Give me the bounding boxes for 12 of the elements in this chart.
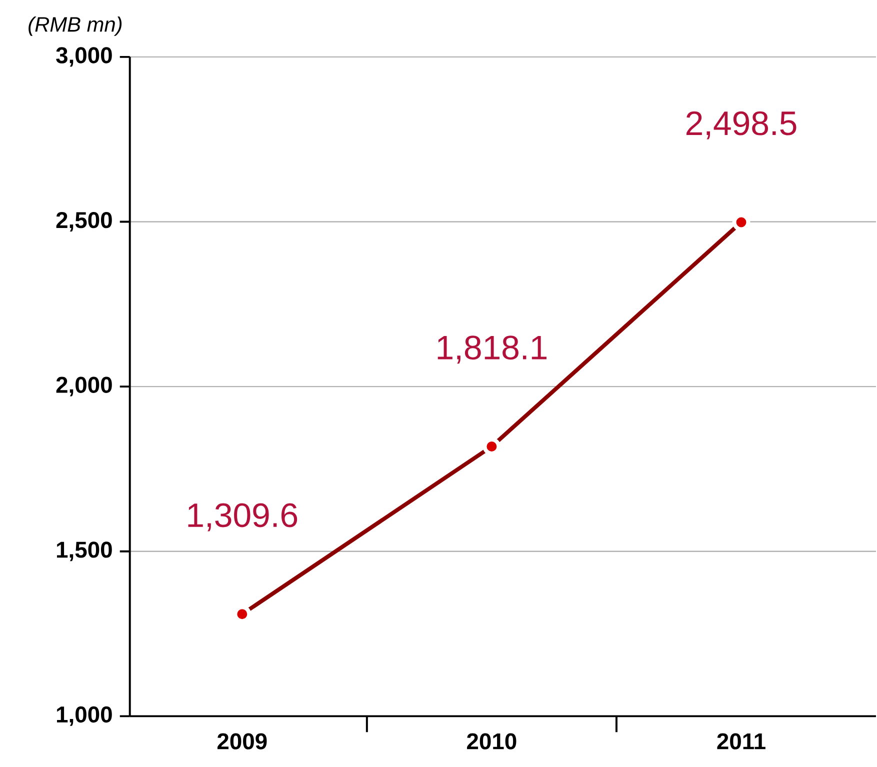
y-tick-label: 3,000 [56,47,112,67]
y-axis-title: (RMB mn) [28,16,122,36]
y-tick-label: 1,500 [56,542,112,562]
y-tick-label: 2,500 [56,212,112,232]
x-tick-label: 2010 [467,733,516,750]
data-label: 1,309.6 [188,503,298,532]
data-label: 2,498.5 [686,111,796,140]
data-label: 1,818.1 [438,336,546,364]
x-tick-label: 2009 [217,733,267,750]
y-tick-label: 1,000 [56,706,112,726]
y-tick-label: 2,000 [56,376,112,396]
x-tick-label: 2011 [717,733,766,750]
